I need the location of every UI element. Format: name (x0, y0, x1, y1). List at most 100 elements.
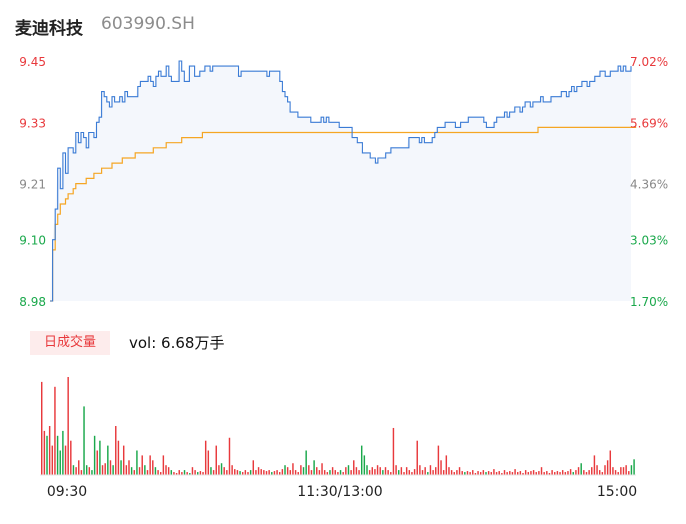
volume-bar (122, 445, 125, 475)
volume-bar (501, 473, 503, 475)
volume-bar (170, 470, 173, 475)
volume-bar (115, 426, 117, 475)
volume-bar (99, 440, 101, 475)
volume-bar (535, 472, 537, 475)
volume-bar (64, 445, 67, 475)
volume-bar (588, 470, 590, 475)
volume-bar (498, 471, 500, 475)
volume-bar (517, 472, 519, 475)
volume-bar (363, 455, 366, 475)
volume-bar (424, 467, 426, 475)
price-line (50, 60, 632, 302)
volume-bar (244, 470, 247, 475)
volume-bar (96, 450, 98, 475)
volume-bar (440, 460, 442, 475)
volume-bar (456, 470, 458, 475)
volume-bar (212, 470, 215, 475)
volume-bar (133, 470, 136, 475)
volume-bar (326, 472, 329, 475)
y2-tick-label: 5.69% (630, 116, 668, 130)
volume-bar (252, 460, 255, 475)
volume-bar (197, 472, 199, 475)
volume-bar (279, 472, 281, 475)
volume-bar (239, 471, 241, 475)
volume-bar (450, 470, 453, 475)
stock-name: 麦迪科技 (15, 19, 83, 39)
volume-bar (186, 472, 188, 475)
volume-bar (466, 471, 469, 475)
volume-bar (202, 472, 204, 475)
volume-bar (567, 471, 569, 475)
volume-bar (59, 450, 61, 475)
volume-bar (316, 467, 318, 475)
volume-bar (395, 465, 397, 475)
volume-bar (125, 465, 128, 475)
volume-bar (371, 467, 374, 475)
volume-bar (398, 470, 400, 475)
volume-bar (437, 445, 440, 475)
volume-bar (292, 463, 294, 475)
volume-bar (231, 465, 233, 475)
volume-bar (384, 467, 387, 475)
volume-bar (556, 471, 559, 475)
volume-bar (128, 460, 130, 475)
volume-bar (366, 465, 368, 475)
volume-bar (350, 470, 352, 475)
volume-bar (234, 469, 236, 475)
volume-bar (551, 470, 553, 475)
volume-bar (189, 473, 191, 475)
volume-bar (503, 470, 506, 475)
volume-bar (249, 470, 252, 475)
volume-bar (313, 460, 315, 475)
volume-bar (286, 467, 289, 475)
volume-bar (88, 467, 91, 475)
volume-bar (255, 470, 257, 475)
volume-bar (300, 465, 302, 475)
volume-bar (257, 467, 260, 475)
volume-bar (318, 470, 321, 475)
volume-bar (448, 467, 450, 475)
volume-bar (612, 467, 614, 475)
volume-bar (220, 463, 223, 475)
volume-bar (368, 470, 371, 475)
volume-bar (215, 445, 217, 475)
volume-bar (91, 470, 93, 475)
volume-bar (62, 430, 64, 475)
volume-bar (112, 465, 114, 475)
volume-bar (554, 472, 556, 475)
volume-bar (194, 470, 196, 475)
volume-bar (413, 469, 416, 475)
volume-bar (157, 470, 159, 475)
volume-bar (474, 473, 477, 475)
price-series (50, 60, 632, 302)
volume-bar (268, 470, 270, 475)
volume-bar (204, 440, 207, 475)
volume-bar (109, 460, 112, 475)
volume-bar (546, 471, 548, 475)
volume-bar (561, 470, 564, 475)
volume-bar (583, 470, 585, 475)
volume-bar (593, 455, 596, 475)
volume-bar (345, 467, 347, 475)
volume-bar (585, 472, 588, 475)
volume-bar (511, 472, 514, 475)
volume-bar (271, 472, 273, 475)
volume-tab[interactable]: 日成交量 (30, 331, 110, 355)
y-tick-label: 9.21 (19, 178, 46, 192)
volume-bar (308, 465, 310, 475)
volume-bar (162, 455, 165, 475)
volume-bar (54, 386, 56, 475)
volume-bar (598, 470, 601, 475)
volume-bar (564, 472, 567, 475)
volume-bar (48, 426, 51, 475)
volume-bar (218, 465, 220, 475)
volume-bar (374, 469, 376, 475)
volume-bar (337, 472, 339, 475)
volume-bar (149, 455, 151, 475)
volume-bar (559, 472, 561, 475)
time-axis: 09:30 11:30/13:00 15:00 (47, 484, 637, 500)
volume-bar (284, 465, 286, 475)
volume-bar (358, 470, 360, 475)
volume-bars (41, 377, 635, 475)
volume-bar (477, 471, 479, 475)
